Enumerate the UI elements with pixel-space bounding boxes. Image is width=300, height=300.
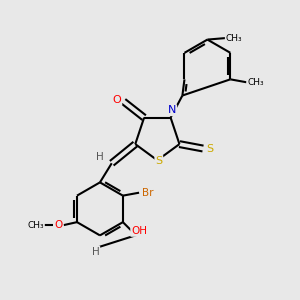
Text: Br: Br: [142, 188, 153, 198]
Text: N: N: [168, 105, 176, 115]
Text: CH₃: CH₃: [226, 34, 242, 43]
Text: O: O: [112, 95, 122, 105]
Text: H: H: [92, 247, 99, 256]
Text: S: S: [206, 143, 213, 154]
Text: CH₃: CH₃: [28, 220, 44, 230]
Text: S: S: [155, 156, 162, 166]
Text: CH₃: CH₃: [247, 78, 264, 87]
Text: O: O: [54, 220, 63, 230]
Text: H: H: [96, 152, 104, 162]
Text: OH: OH: [131, 226, 147, 236]
